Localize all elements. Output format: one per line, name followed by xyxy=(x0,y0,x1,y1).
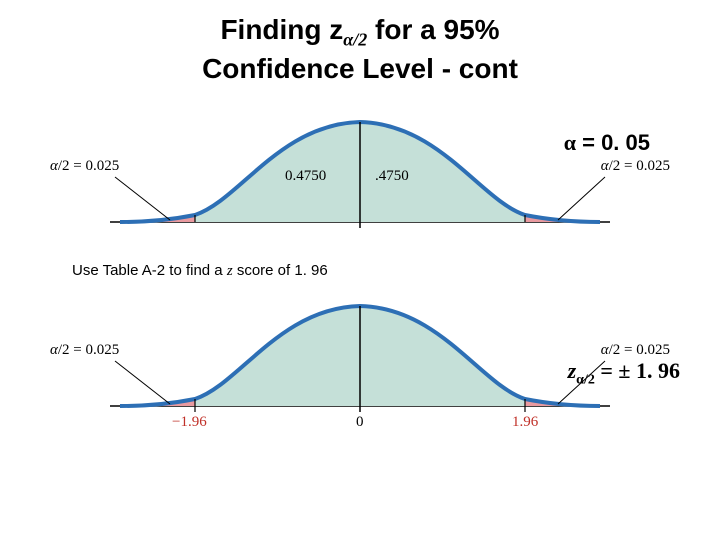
right-pointer-2 xyxy=(558,361,605,404)
title-part1: Finding z xyxy=(220,14,343,45)
x-mid-label: 0 xyxy=(356,414,364,431)
title-sub: α/2 xyxy=(343,30,367,50)
title-line2: Confidence Level - cont xyxy=(202,53,518,84)
page-title: Finding zα/2 for a 95% Confidence Level … xyxy=(0,0,720,94)
curve1-right-label: α/2 = 0.025 xyxy=(601,158,670,175)
curve2-left-label: α/2 = 0.025 xyxy=(50,342,119,359)
x-right-label: 1.96 xyxy=(512,414,538,431)
left-pointer-2 xyxy=(115,361,170,404)
curve1-center-left: 0.4750 xyxy=(285,168,326,185)
title-part1-rest: for a 95% xyxy=(367,14,499,45)
curve1-svg xyxy=(80,102,640,252)
caption-prefix: Use Table A-2 to find a xyxy=(72,262,227,279)
x-left-label: −1.96 xyxy=(172,414,207,431)
table-caption: Use Table A-2 to find a z score of 1. 96 xyxy=(72,262,720,280)
curve2-right-label: α/2 = 0.025 xyxy=(601,342,670,359)
caption-rest: score of 1. 96 xyxy=(233,262,328,279)
curve1-left-label: α/2 = 0.025 xyxy=(50,158,119,175)
right-pointer xyxy=(558,177,605,220)
distribution-curve-1: α/2 = 0.025 α/2 = 0.025 0.4750 .4750 xyxy=(80,102,640,252)
distribution-curve-2: α/2 = 0.025 α/2 = 0.025 −1.96 0 1.96 xyxy=(80,286,640,436)
left-pointer xyxy=(115,177,170,220)
curve1-center-right: .4750 xyxy=(375,168,409,185)
